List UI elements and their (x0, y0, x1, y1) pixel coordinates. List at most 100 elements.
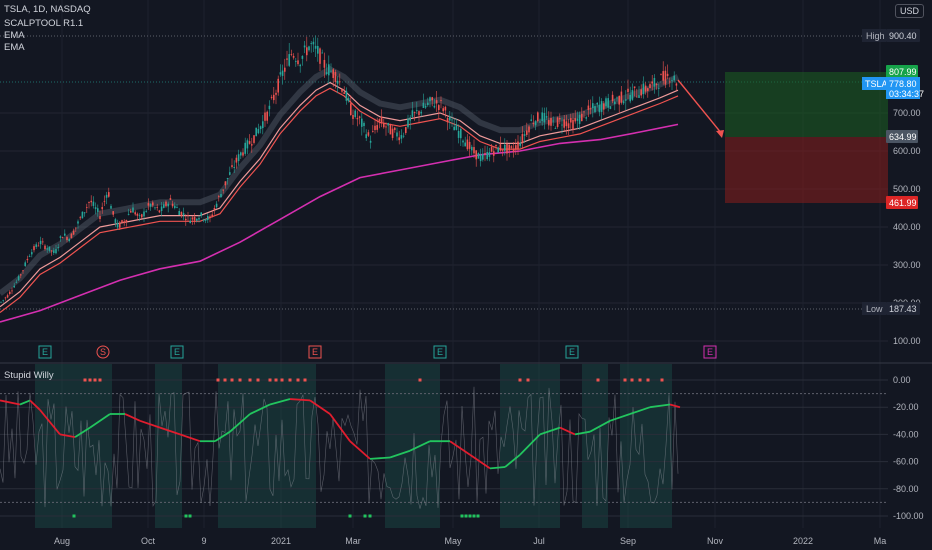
candle-body (440, 100, 442, 101)
overbought-dot (230, 378, 234, 382)
candle-body (389, 124, 392, 135)
candle-body (374, 125, 376, 131)
candle-body (466, 139, 469, 150)
candle-body (508, 144, 510, 151)
currency-button[interactable]: USD (894, 4, 924, 18)
candle-body (112, 211, 114, 215)
candle-body (504, 144, 506, 151)
stop-zone[interactable] (725, 137, 888, 203)
candle-body (207, 216, 209, 221)
overbought-dot (596, 378, 600, 382)
candle-body (297, 60, 299, 65)
candle-body (281, 70, 284, 76)
candle-body (640, 89, 642, 96)
candle-body (33, 246, 35, 251)
candle-body (220, 193, 222, 198)
overbought-dot (623, 378, 627, 382)
projection-arrowhead (716, 130, 724, 138)
candle-body (629, 94, 631, 102)
candle-body (490, 146, 493, 152)
overbought-dot (223, 378, 227, 382)
candle-body (262, 121, 264, 129)
candle-body (174, 205, 176, 209)
candle-body (666, 73, 669, 77)
target-zone[interactable] (725, 72, 888, 137)
oscillator-smoothed-segment (59, 433, 76, 439)
candle-body (9, 291, 11, 294)
overbought-dot (83, 378, 87, 382)
candle-body (618, 95, 620, 105)
candle-body (325, 72, 328, 75)
candle-body (125, 219, 128, 223)
oscillator-smoothed-segment (289, 398, 311, 402)
candle-body (460, 128, 462, 139)
candle-body (44, 245, 46, 250)
projection-arrow-line (677, 79, 723, 135)
oscillator-smoothed-segment (504, 454, 521, 468)
candle-body (596, 103, 598, 105)
candle-body (97, 208, 99, 212)
candle-body (669, 81, 671, 83)
price-tick-label: 600.00 (893, 146, 921, 156)
candle-body (57, 247, 59, 249)
earnings-marker-shape[interactable] (170, 345, 184, 359)
oversold-dot (460, 514, 464, 518)
candle-body (121, 220, 123, 223)
candle-body (231, 165, 233, 167)
candle-body (53, 250, 55, 253)
earnings-marker-miss-shape[interactable] (308, 345, 322, 359)
candle-body (552, 120, 554, 122)
candle-body (644, 85, 647, 92)
split-marker-shape[interactable] (96, 345, 110, 359)
candle-body (407, 118, 409, 128)
current-symbol-bg (862, 77, 886, 90)
overbought-dot (238, 378, 242, 382)
earnings-marker-shape[interactable] (565, 345, 579, 359)
candle-body (620, 91, 623, 103)
low-label: Low (866, 304, 883, 314)
oscillator-tick-label: -20.00 (893, 402, 919, 412)
candle-body (486, 151, 488, 160)
split-marker-label: S (100, 347, 106, 357)
candle-body (310, 43, 312, 45)
candle-body (226, 178, 229, 180)
countdown-label: 03:34:37 (889, 89, 924, 99)
price-tick-label: 500.00 (893, 184, 921, 194)
candle-body (99, 216, 101, 219)
candle-body (402, 135, 405, 137)
time-tick-label: Sep (620, 536, 636, 546)
candle-body (176, 207, 178, 208)
candle-body (411, 110, 414, 117)
candle-body (405, 127, 407, 133)
candle-body (369, 140, 372, 143)
candle-body (328, 64, 330, 76)
earnings-marker-shape[interactable] (433, 345, 447, 359)
candle-body (251, 144, 253, 146)
earnings-marker-shape[interactable] (38, 345, 52, 359)
oscillator-zone (582, 364, 608, 528)
candle-body (638, 95, 640, 98)
earnings-marker-upcoming-shape[interactable] (703, 345, 717, 359)
earnings-marker-label: E (42, 347, 48, 357)
candle-body (114, 219, 117, 223)
candle-body (330, 70, 332, 72)
candle-body (295, 61, 297, 62)
candle-body (673, 75, 675, 81)
overbought-dot (630, 378, 634, 382)
candle-body (119, 222, 121, 228)
candle-body (138, 215, 141, 217)
oversold-dot (188, 514, 192, 518)
candle-body (6, 295, 9, 298)
candle-body (143, 211, 145, 217)
candle-body (66, 237, 68, 241)
time-tick-label: Jul (533, 536, 545, 546)
candle-body (484, 152, 486, 154)
oscillator-smoothed-segment (469, 454, 491, 470)
candle-body (20, 274, 22, 276)
candle-body (510, 146, 513, 148)
candle-body (438, 105, 440, 111)
candle-body (70, 233, 73, 239)
candle-body (600, 101, 603, 112)
low-value-badge: 187.43 (889, 304, 917, 314)
